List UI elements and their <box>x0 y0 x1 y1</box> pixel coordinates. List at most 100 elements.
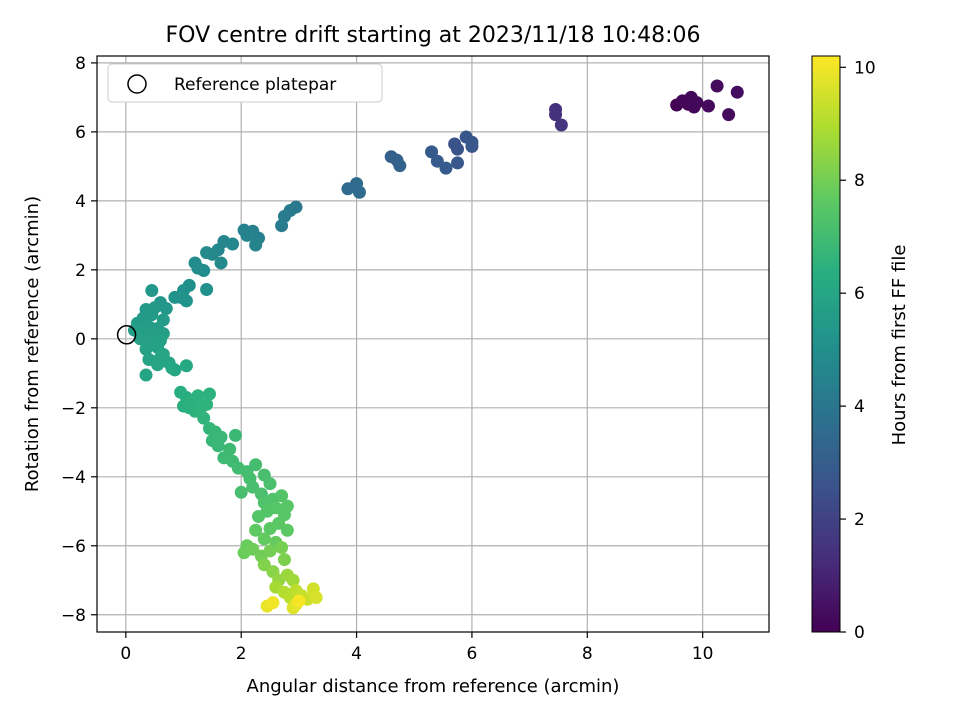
scatter-point <box>266 596 280 610</box>
scatter-point <box>214 430 228 444</box>
colorbar: 0 2 4 6 8 10 Hours from first FF file <box>811 55 910 643</box>
y-axis-ticks: −8 −6 −4 −2 0 2 4 6 8 <box>61 54 97 626</box>
colorbar-tick-label: 0 <box>854 623 865 643</box>
scatter-point <box>352 185 366 199</box>
scatter-point <box>257 558 271 572</box>
scatter-point <box>393 159 407 173</box>
scatter-point <box>286 573 300 587</box>
colorbar-tick-label: 8 <box>854 171 865 191</box>
scatter-point <box>197 411 211 425</box>
scatter-point <box>275 540 289 554</box>
scatter-point <box>249 523 263 537</box>
scatter-point <box>226 237 240 251</box>
scatter-point <box>249 458 263 472</box>
scatter-point <box>202 387 216 401</box>
scatter-point <box>280 499 294 513</box>
scatter-point <box>554 118 568 132</box>
x-tick-label: 6 <box>467 644 478 664</box>
x-axis-ticks: 0 2 4 6 8 10 <box>120 632 713 664</box>
scatter-point <box>710 79 724 93</box>
scatter-point <box>139 368 153 382</box>
scatter-point <box>701 99 715 113</box>
scatter-point <box>246 542 260 556</box>
y-tick-label: 0 <box>75 330 86 350</box>
scatter-point <box>451 142 465 156</box>
scatter-point <box>246 480 260 494</box>
scatter-point <box>200 283 214 297</box>
x-axis-label: Angular distance from reference (arcmin) <box>247 676 620 697</box>
scatter-point <box>549 108 563 122</box>
scatter-point <box>275 489 289 503</box>
scatter-point <box>690 96 704 110</box>
colorbar-tick-label: 4 <box>854 397 865 417</box>
scatter-point <box>223 442 237 456</box>
scatter-point <box>214 256 228 270</box>
scatter-point <box>179 359 193 373</box>
data-points <box>127 79 744 615</box>
legend-marker <box>127 74 147 94</box>
y-tick-label: −8 <box>61 606 86 626</box>
y-tick-label: −2 <box>61 399 86 419</box>
y-tick-label: 8 <box>75 54 86 74</box>
x-tick-label: 0 <box>120 644 131 664</box>
scatter-point <box>228 428 242 442</box>
scatter-point <box>309 591 323 605</box>
scatter-point <box>179 294 193 308</box>
scatter-point <box>257 532 271 546</box>
scatter-point <box>159 301 173 315</box>
colorbar-tick-label: 2 <box>854 510 865 530</box>
scatter-point <box>439 161 453 175</box>
reference-marker <box>116 325 137 345</box>
scatter-point <box>139 342 153 356</box>
scatter-point <box>168 363 182 377</box>
y-axis-label: Rotation from reference (arcmin) <box>22 196 43 492</box>
scatter-point <box>292 594 306 608</box>
scatter-point <box>168 290 182 304</box>
scatter-point <box>722 108 736 122</box>
y-tick-label: 4 <box>75 192 86 212</box>
scatter-point <box>275 219 289 233</box>
scatter-point <box>465 139 479 153</box>
scatter-point <box>430 154 444 168</box>
scatter-point <box>263 477 277 491</box>
x-tick-label: 8 <box>582 644 593 664</box>
legend-box <box>107 63 383 103</box>
y-tick-label: 6 <box>75 123 86 143</box>
colorbar-gradient <box>811 55 841 633</box>
colorbar-tick-label: 6 <box>854 284 865 304</box>
x-tick-label: 2 <box>236 644 247 664</box>
colorbar-label: Hours from first FF file <box>889 245 910 446</box>
scatter-point <box>263 544 277 558</box>
y-tick-label: 2 <box>75 261 86 281</box>
plot-frame <box>96 55 770 633</box>
scatter-point <box>145 308 159 322</box>
legend-entry: Reference platepar <box>174 75 336 95</box>
scatter-point <box>240 228 254 242</box>
scatter-point <box>280 523 294 537</box>
scatter-point <box>145 284 159 298</box>
scatter-point <box>200 397 214 411</box>
grid-lines <box>97 56 769 632</box>
scatter-point <box>277 553 291 567</box>
scatter-point <box>425 145 439 159</box>
scatter-point <box>269 501 283 515</box>
chart-title: FOV centre drift starting at 2023/11/18 … <box>166 23 701 48</box>
scatter-point <box>249 238 263 252</box>
legend: Reference platepar <box>107 63 383 103</box>
scatter-point <box>263 522 277 536</box>
scatter-point <box>191 261 205 275</box>
scatter-point <box>191 389 205 403</box>
scatter-point <box>730 85 744 99</box>
y-tick-label: −6 <box>61 537 86 557</box>
colorbar-tick-label: 10 <box>854 58 876 78</box>
x-tick-label: 10 <box>692 644 714 664</box>
scatter-point <box>234 485 248 499</box>
colorbar-ticks: 0 2 4 6 8 10 <box>840 58 876 643</box>
x-tick-label: 4 <box>351 644 362 664</box>
scatter-point <box>151 358 165 372</box>
y-tick-label: −4 <box>61 468 86 488</box>
scatter-point <box>200 246 214 260</box>
scatter-point <box>182 401 196 415</box>
scatter-point <box>451 156 465 170</box>
